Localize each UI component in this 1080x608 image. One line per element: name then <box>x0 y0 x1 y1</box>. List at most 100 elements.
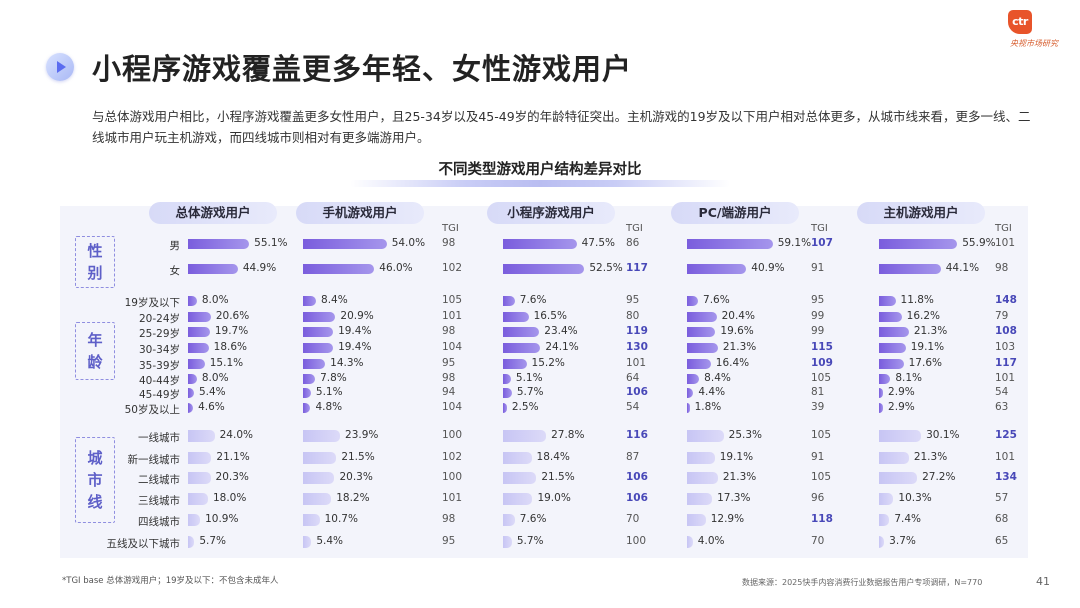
data-label: 47.5% <box>581 237 615 249</box>
bar <box>303 493 332 505</box>
tgi-value: 54 <box>626 401 640 413</box>
bar <box>879 312 902 322</box>
tgi-value: 98 <box>442 237 456 249</box>
bar <box>188 312 211 322</box>
tgi-value: 115 <box>811 341 833 353</box>
tgi-value: 105 <box>442 294 463 306</box>
data-label: 7.6% <box>703 294 730 306</box>
data-label: 21.5% <box>341 451 375 463</box>
data-label: 7.6% <box>519 294 547 306</box>
bar <box>687 239 773 249</box>
bar <box>879 493 894 505</box>
bar <box>188 493 208 505</box>
bar <box>303 430 341 442</box>
tgi-value: 117 <box>995 357 1017 369</box>
group-label: 年龄 <box>87 331 103 371</box>
bar <box>303 403 311 413</box>
row-label: 一线城市 <box>138 432 180 444</box>
tgi-value: 54 <box>995 386 1009 398</box>
data-label: 4.6% <box>198 401 225 413</box>
data-label: 3.7% <box>889 535 916 547</box>
bar <box>503 472 537 484</box>
bar <box>188 472 211 484</box>
data-label: 21.3% <box>722 471 757 483</box>
bar <box>303 359 326 369</box>
row-label: 20-24岁 <box>138 313 180 325</box>
bar <box>503 403 507 413</box>
data-label: 59.1% <box>777 237 812 249</box>
bar <box>879 327 909 337</box>
tgi-value: 63 <box>995 401 1009 413</box>
bar <box>188 359 205 369</box>
bar <box>687 388 694 398</box>
tgi-value: 101 <box>442 310 463 322</box>
tgi-header: TGI <box>442 223 459 234</box>
bar <box>879 359 904 369</box>
data-label: 21.3% <box>913 451 948 463</box>
tgi-value: 81 <box>811 386 825 398</box>
data-label: 23.9% <box>345 429 379 441</box>
tgi-value: 117 <box>626 262 648 274</box>
bar <box>188 514 201 526</box>
data-label: 11.8% <box>900 294 934 306</box>
tgi-value: 99 <box>811 310 825 322</box>
tgi-value: 102 <box>442 451 463 463</box>
data-source: 数据来源：2025快手内容消费行业数据报告用户专项调研，N=770 <box>742 578 983 587</box>
tgi-value: 118 <box>811 513 833 525</box>
bar <box>687 264 747 274</box>
data-label: 4.4% <box>698 386 726 398</box>
data-label: 44.1% <box>945 262 980 274</box>
data-label: 14.3% <box>330 357 364 369</box>
data-label: 7.8% <box>320 372 347 384</box>
bar <box>879 514 890 526</box>
data-label: 12.9% <box>710 513 745 525</box>
data-label: 5.1% <box>515 372 543 384</box>
data-label: 10.9% <box>205 513 239 525</box>
bar <box>303 388 311 398</box>
row-label: 45-49岁 <box>138 389 180 401</box>
bar <box>503 536 512 548</box>
row-label: 女 <box>169 265 181 277</box>
tgi-value: 80 <box>626 310 640 322</box>
page-title: 小程序游戏覆盖更多年轻、女性游戏用户 <box>92 52 633 86</box>
intro-text: 与总体游戏用户相比，小程序游戏覆盖更多女性用户，且25-34岁以及45-49岁的… <box>92 109 1031 145</box>
tgi-value: 101 <box>995 237 1016 249</box>
tgi-value: 91 <box>811 451 825 463</box>
tgi-value: 57 <box>995 492 1009 504</box>
data-label: 19.4% <box>338 341 372 353</box>
bar <box>687 493 713 505</box>
bar <box>687 514 706 526</box>
data-label: 4.0% <box>697 535 725 547</box>
bar <box>503 239 577 249</box>
bar <box>188 374 197 384</box>
tgi-value: 70 <box>811 535 825 547</box>
tgi-header: TGI <box>811 223 828 234</box>
tgi-value: 104 <box>442 341 463 353</box>
tgi-value: 148 <box>995 294 1017 306</box>
bar <box>303 536 312 548</box>
tgi-value: 98 <box>442 372 456 384</box>
data-label: 55.1% <box>254 237 288 249</box>
data-label: 8.0% <box>201 372 229 384</box>
group-label: 城市线 <box>87 449 103 511</box>
page-number: 41 <box>1036 575 1050 588</box>
data-label: 18.4% <box>536 451 570 463</box>
data-label: 18.2% <box>336 492 370 504</box>
tgi-value: 98 <box>442 513 456 525</box>
tgi-header: TGI <box>995 223 1012 234</box>
data-label: 44.9% <box>242 262 277 274</box>
data-label: 16.2% <box>906 310 941 322</box>
tgi-value: 104 <box>442 401 463 413</box>
data-label: 25.3% <box>728 429 763 441</box>
data-label: 17.6% <box>908 357 942 369</box>
bar <box>503 264 585 274</box>
bar <box>503 452 532 464</box>
tgi-value: 98 <box>995 262 1009 274</box>
play-icon <box>46 53 74 81</box>
data-label: 8.4% <box>321 294 348 306</box>
data-label: 19.7% <box>214 325 249 337</box>
group-box <box>75 322 115 380</box>
row-label: 35-39岁 <box>138 360 180 372</box>
bar <box>503 343 541 353</box>
tgi-value: 95 <box>811 294 825 306</box>
